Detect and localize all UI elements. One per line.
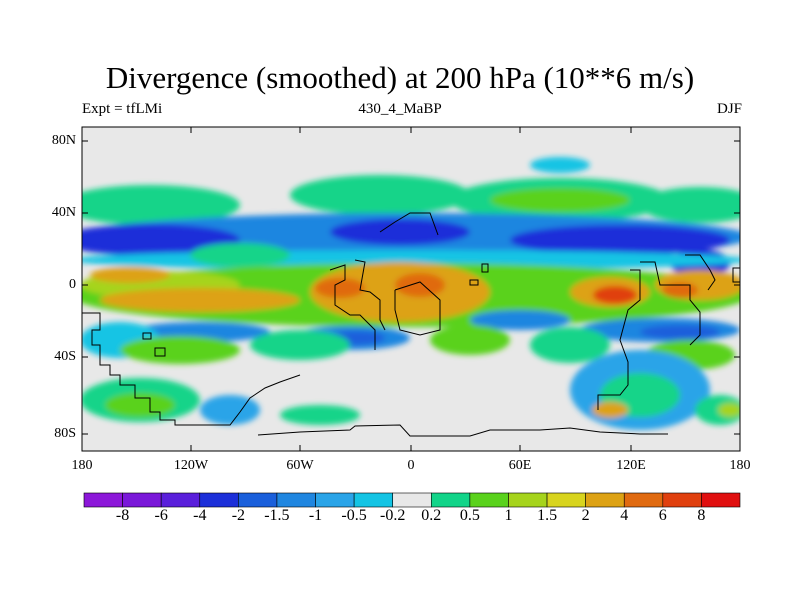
plot-title: Divergence (smoothed) at 200 hPa (10**6 … [105, 60, 695, 95]
pacific-islands-coast [685, 254, 716, 291]
colorbar-tick-label: 4 [620, 507, 629, 524]
colorbar-swatch [546, 492, 586, 508]
colorbar-swatch [430, 492, 471, 508]
colorbar-tick-label: -0.2 [380, 507, 406, 524]
lat-label-40s: 40S [54, 349, 76, 364]
colorbar-tick-label: 0.5 [459, 507, 480, 524]
colorbar [83, 492, 741, 508]
colorbar-swatch [623, 492, 664, 508]
colorbar-tick-label: -8 [115, 507, 130, 524]
lon-label-60w: 60W [286, 458, 314, 473]
lat-label-80n: 80N [51, 133, 76, 148]
europe-coast [379, 212, 439, 236]
antarctic-peninsula-coast [190, 374, 301, 426]
lat-label-40n: 40N [51, 205, 76, 220]
island-outline [154, 347, 166, 357]
colorbar-swatch [238, 492, 278, 508]
colorbar-swatch [276, 492, 316, 508]
divergence-field [82, 127, 740, 451]
asia-coast [597, 269, 641, 410]
island-outline [469, 279, 479, 286]
island-outline [142, 332, 152, 340]
antarctica-coast [257, 424, 668, 437]
colorbar-swatch [469, 492, 509, 508]
colorbar-swatch [701, 492, 741, 508]
colorbar-swatch [392, 492, 432, 508]
africa-east-coast [354, 259, 386, 331]
colorbar-swatch [662, 492, 702, 508]
colorbar-tick-label: 0.2 [421, 507, 442, 524]
colorbar-tick-label: 1.5 [537, 507, 558, 524]
colorbar-tick-label: -6 [154, 507, 168, 524]
lat-label-80s: 80S [54, 426, 76, 441]
lon-label-60e: 60E [508, 458, 532, 473]
colorbar-tick-label: -2 [231, 507, 246, 524]
colorbar-swatch [122, 492, 162, 508]
colorbar-tick-label: 6 [658, 507, 667, 524]
colorbar-swatch [353, 492, 394, 508]
colorbar-tick-label: -4 [193, 507, 207, 524]
lon-label-0: 0 [407, 458, 415, 473]
season-label: DJF [716, 101, 742, 117]
indonesia-coast [640, 261, 701, 346]
colorbar-tick-label: 2 [581, 507, 590, 524]
experiment-label: Expt = tfLMi [82, 101, 163, 117]
south-america-coast [82, 312, 190, 426]
colorbar-tick-label: 1 [504, 507, 513, 524]
colorbar-tick-label: -1 [308, 507, 323, 524]
colorbar-tick-label: 8 [697, 507, 706, 524]
lon-label-120e: 120E [616, 458, 646, 473]
lon-label-180e: 180 [729, 458, 751, 473]
coastlines [82, 212, 740, 437]
colorbar-swatch [160, 492, 201, 508]
colorbar-swatch [315, 492, 355, 508]
colorbar-tick-label: -1.5 [264, 507, 290, 524]
colorbar-tick-label: -0.5 [341, 507, 367, 524]
run-label: 430_4_MaBP [358, 101, 442, 117]
arabia-coast [394, 281, 441, 336]
colorbar-swatch [585, 492, 625, 508]
lon-label-120w: 120W [173, 458, 209, 473]
lat-label-0: 0 [69, 277, 76, 292]
colorbar-swatch [199, 492, 239, 508]
island-outline [732, 267, 740, 283]
colorbar-swatch [83, 492, 123, 508]
island-outline [481, 263, 489, 273]
lon-label-180w: 180 [71, 458, 93, 473]
axis-ticks [82, 127, 740, 451]
africa-coast [329, 264, 376, 350]
colorbar-swatch [508, 492, 548, 508]
